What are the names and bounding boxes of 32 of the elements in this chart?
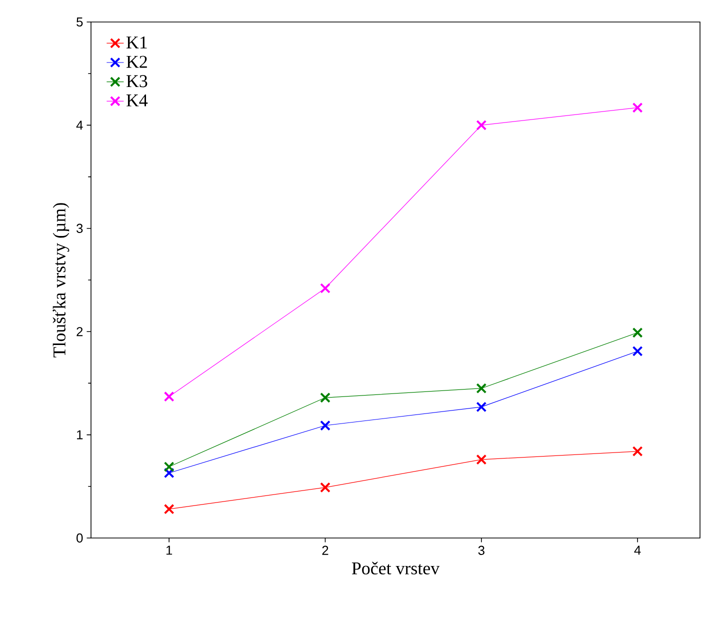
- legend-label: K2: [126, 56, 147, 68]
- y-tick-label: 4: [76, 120, 83, 130]
- legend-label: K3: [126, 75, 148, 88]
- point: [476, 402, 487, 412]
- point: [476, 454, 487, 465]
- y-tick-label: 0: [76, 533, 83, 543]
- x-tick-label: 3: [478, 546, 484, 555]
- legend-label: K1: [126, 36, 147, 48]
- x-tick-label: 1: [166, 546, 172, 555]
- point: [164, 468, 174, 478]
- y-tick-label: 2: [76, 327, 83, 336]
- point: [320, 392, 330, 403]
- point: [476, 383, 487, 394]
- point: [164, 391, 174, 402]
- point: [476, 120, 487, 130]
- point: [632, 346, 643, 356]
- y-tick-label: 3: [76, 224, 83, 233]
- x-tick-label: 4: [634, 546, 641, 555]
- point: [164, 504, 174, 514]
- point: [632, 327, 643, 338]
- point: [632, 446, 643, 457]
- point: [320, 482, 330, 493]
- legend-label: K4: [126, 94, 148, 106]
- point: [320, 283, 330, 294]
- point: [164, 462, 174, 472]
- y-axis-title: Tloušťka vrstvy (µm): [52, 203, 70, 358]
- point: [632, 102, 643, 113]
- point: [320, 420, 330, 431]
- y-tick-label: 1: [77, 430, 83, 440]
- x-tick-label: 2: [322, 546, 328, 555]
- y-tick-label: 5: [76, 17, 83, 27]
- x-axis-title: Počet vrstev: [352, 562, 440, 574]
